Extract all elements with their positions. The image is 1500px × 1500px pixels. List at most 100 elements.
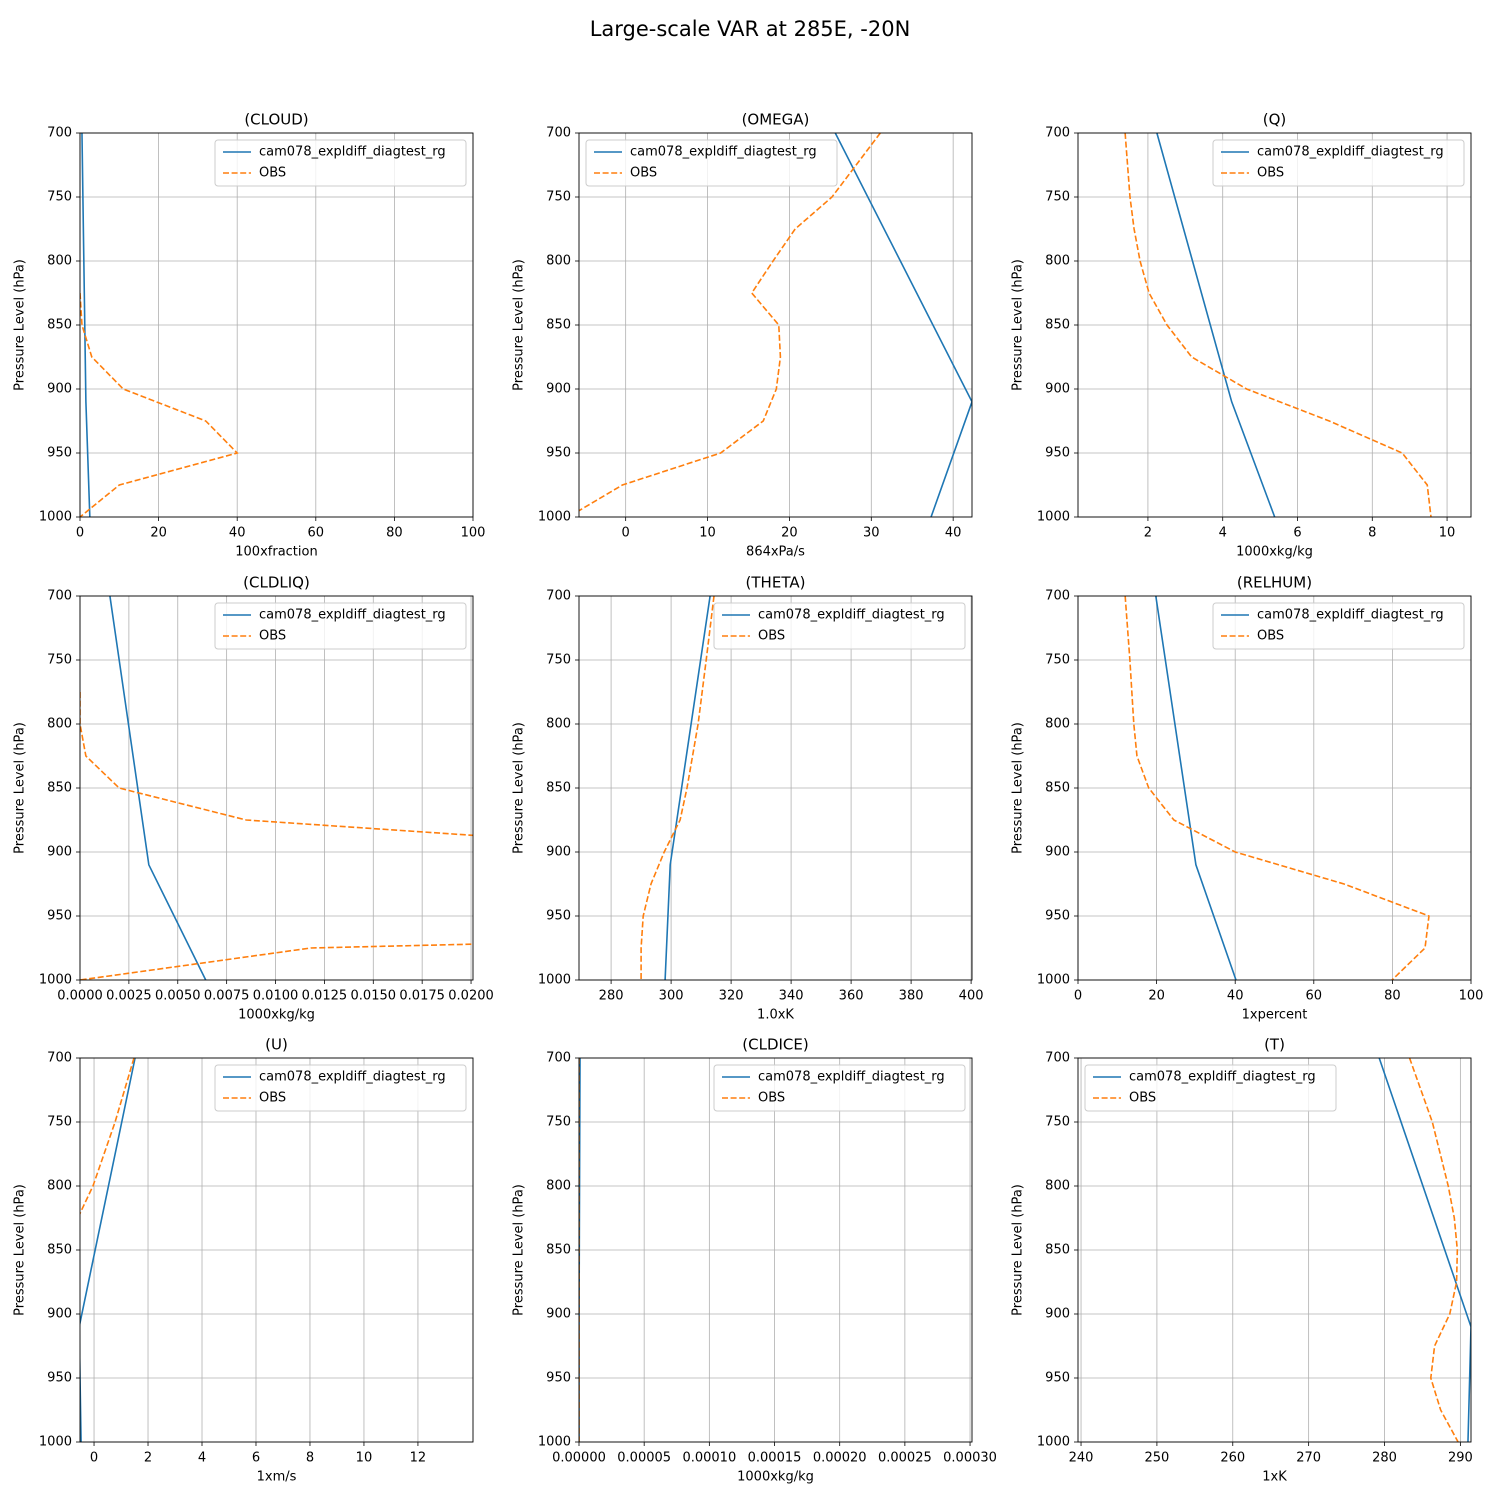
series-line bbox=[1156, 133, 1276, 517]
y-tick-label: 800 bbox=[1045, 717, 1070, 732]
panel: (OMEGA) 864xPa/s Pressure Level (hPa) 0 10 20… bbox=[512, 111, 973, 560]
y-tick-label: 800 bbox=[47, 717, 72, 732]
axes-frame bbox=[1077, 1057, 1472, 1443]
x-tick-label: 40 bbox=[1227, 989, 1244, 1004]
legend-box bbox=[214, 139, 467, 187]
series-line bbox=[834, 133, 972, 517]
x-tick-label: 60 bbox=[308, 526, 325, 541]
x-tick-label: 100 bbox=[461, 526, 486, 541]
y-tick-label: 700 bbox=[546, 126, 571, 141]
panel-title: (CLOUD) bbox=[244, 111, 308, 129]
panel: (CLOUD) 100xfraction Pressure Level (hPa) 0… bbox=[13, 111, 486, 560]
panel: (CLDICE) 1000xkg/kg Pressure Level (hPa) 0.… bbox=[512, 1036, 997, 1485]
series-line bbox=[664, 596, 711, 980]
y-tick-label: 1000 bbox=[538, 1435, 571, 1450]
panel-title: (CLDICE) bbox=[742, 1036, 808, 1054]
legend: cam078_expldiff_diagtest_rg OBS bbox=[585, 139, 838, 187]
y-tick-label: 1000 bbox=[538, 510, 571, 525]
x-tick-label: 10 bbox=[356, 1451, 373, 1466]
y-tick-label: 750 bbox=[47, 190, 72, 205]
legend: cam078_expldiff_diagtest_rg OBS bbox=[1212, 139, 1465, 187]
legend-label: cam078_expldiff_diagtest_rg bbox=[1129, 1070, 1316, 1085]
series-line bbox=[80, 692, 473, 980]
x-tick-label: 260 bbox=[1220, 1451, 1245, 1466]
y-tick-label: 850 bbox=[546, 781, 571, 796]
legend-label: OBS bbox=[259, 1091, 286, 1106]
axes-frame bbox=[578, 1057, 973, 1443]
x-tick-label: 20 bbox=[150, 526, 167, 541]
panel: (T) 1xK Pressure Level (hPa) 240 250 260 270 28… bbox=[1011, 1036, 1473, 1485]
legend-label: cam078_expldiff_diagtest_rg bbox=[758, 1070, 945, 1085]
legend-label: cam078_expldiff_diagtest_rg bbox=[259, 1070, 446, 1085]
series-line bbox=[1124, 133, 1432, 517]
panel-title: (Q) bbox=[1263, 111, 1287, 129]
y-axis-label: Pressure Level (hPa) bbox=[13, 259, 28, 391]
y-tick-label: 850 bbox=[1045, 1243, 1070, 1258]
y-tick-label: 900 bbox=[1045, 1307, 1070, 1322]
x-tick-label: 80 bbox=[386, 526, 403, 541]
x-tick-label: 340 bbox=[779, 989, 804, 1004]
y-tick-label: 700 bbox=[546, 1051, 571, 1066]
y-tick-label: 950 bbox=[47, 909, 72, 924]
legend-label: cam078_expldiff_diagtest_rg bbox=[630, 145, 817, 160]
y-tick-label: 1000 bbox=[39, 510, 72, 525]
x-tick-label: 0.00000 bbox=[552, 1451, 606, 1466]
x-tick-label: 0.0075 bbox=[204, 989, 250, 1004]
y-tick-label: 900 bbox=[1045, 382, 1070, 397]
y-tick-label: 800 bbox=[47, 1179, 72, 1194]
y-tick-label: 950 bbox=[47, 446, 72, 461]
x-tick-label: 0.00020 bbox=[813, 1451, 867, 1466]
panel: (CLDLIQ) 1000xkg/kg Pressure Level (hPa) 0.… bbox=[13, 574, 494, 1023]
x-tick-label: 12 bbox=[410, 1451, 427, 1466]
x-tick-label: 20 bbox=[1148, 989, 1165, 1004]
y-tick-label: 700 bbox=[1045, 589, 1070, 604]
y-tick-label: 1000 bbox=[39, 1435, 72, 1450]
series-line bbox=[1155, 596, 1237, 980]
legend-label: OBS bbox=[1129, 1091, 1156, 1106]
y-tick-label: 950 bbox=[1045, 909, 1070, 924]
x-tick-label: 40 bbox=[229, 526, 246, 541]
y-tick-label: 700 bbox=[47, 1051, 72, 1066]
legend-box bbox=[1212, 139, 1465, 187]
legend-label: cam078_expldiff_diagtest_rg bbox=[1257, 608, 1444, 623]
y-tick-label: 1000 bbox=[39, 973, 72, 988]
axes-frame bbox=[79, 132, 474, 518]
y-tick-label: 750 bbox=[1045, 190, 1070, 205]
legend-box bbox=[713, 1064, 966, 1112]
x-tick-label: 0.00015 bbox=[748, 1451, 802, 1466]
y-tick-label: 900 bbox=[1045, 845, 1070, 860]
x-tick-label: 8 bbox=[1368, 526, 1376, 541]
y-axis-label: Pressure Level (hPa) bbox=[512, 722, 527, 854]
legend-label: OBS bbox=[1257, 166, 1284, 181]
legend-box bbox=[214, 1064, 467, 1112]
legend-label: cam078_expldiff_diagtest_rg bbox=[259, 145, 446, 160]
x-tick-label: 300 bbox=[659, 989, 684, 1004]
panel: (RELHUM) 1xpercent Pressure Level (hPa) 0 20… bbox=[1011, 574, 1484, 1023]
x-axis-label: 1xK bbox=[1262, 1470, 1287, 1485]
panel-title: (RELHUM) bbox=[1237, 574, 1312, 592]
x-tick-label: 4 bbox=[198, 1451, 206, 1466]
y-tick-label: 700 bbox=[546, 589, 571, 604]
x-axis-label: 1000xkg/kg bbox=[238, 1008, 315, 1023]
x-axis-label: 1xpercent bbox=[1242, 1008, 1308, 1023]
y-tick-label: 850 bbox=[47, 1243, 72, 1258]
x-tick-label: 0.00030 bbox=[943, 1451, 997, 1466]
x-tick-label: 6 bbox=[252, 1451, 260, 1466]
legend-label: cam078_expldiff_diagtest_rg bbox=[259, 608, 446, 623]
legend-label: cam078_expldiff_diagtest_rg bbox=[1257, 145, 1444, 160]
series-line bbox=[80, 292, 239, 517]
x-tick-label: 8 bbox=[306, 1451, 314, 1466]
axes-frame bbox=[1077, 595, 1472, 981]
y-tick-label: 900 bbox=[546, 1307, 571, 1322]
y-tick-label: 850 bbox=[1045, 318, 1070, 333]
x-tick-label: 0.0125 bbox=[302, 989, 348, 1004]
axes-frame bbox=[79, 1057, 474, 1443]
x-tick-label: 2 bbox=[1144, 526, 1152, 541]
y-tick-label: 700 bbox=[47, 126, 72, 141]
y-tick-label: 950 bbox=[1045, 1371, 1070, 1386]
legend: cam078_expldiff_diagtest_rg OBS bbox=[713, 1064, 966, 1112]
legend: cam078_expldiff_diagtest_rg OBS bbox=[1212, 602, 1465, 650]
legend-box bbox=[585, 139, 838, 187]
y-axis-label: Pressure Level (hPa) bbox=[13, 722, 28, 854]
